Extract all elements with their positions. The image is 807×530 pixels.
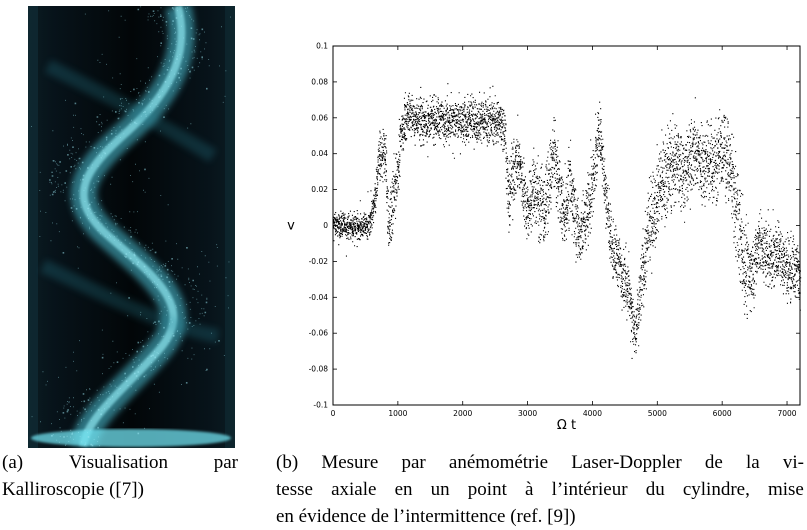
caption-b-word: à [525,479,534,500]
kalliroscopy-photo [28,6,235,448]
caption-b-word: vi- [782,452,804,473]
plot-frame [332,45,801,406]
x-tick-label: 5000 [648,409,667,418]
caption-b-word: de [704,452,723,473]
caption-a-label: (a) [2,452,24,473]
y-tick-label: -0.06 [309,329,329,338]
x-axis-label: Ω t [557,418,576,433]
caption-b-line2: tesse axiale en un point à l’intérieur d… [276,476,804,503]
caption-b-word: (b) [276,452,299,473]
caption-b-word: par [401,452,426,473]
velocity-chart: 0 1000 2000 3000 4000 5000 6000 7000 -0.1 -0.08 -0… [270,30,807,450]
x-tick-label: 2000 [453,409,472,418]
caption-b-word: point [467,479,507,500]
y-tick-label: 0.08 [311,77,328,86]
y-tick-label: 0.1 [316,42,328,51]
caption-b-word: axiale [331,479,377,500]
caption-a-word: par [213,452,238,473]
x-tick-label: 0 [331,409,336,418]
x-tick-label: 1000 [388,409,407,418]
y-tick-label: 0.06 [311,113,328,122]
caption-b-word: Mesure [321,452,379,473]
y-tick-label: -0.1 [313,401,328,410]
x-tick-label: 3000 [518,409,537,418]
x-tick-label: 4000 [583,409,602,418]
axis-ticks: 0 1000 2000 3000 4000 5000 6000 7000 -0.1 -0.08 -0… [309,42,800,418]
y-tick-label: -0.02 [309,257,329,266]
caption-b-word: Laser-Doppler [571,452,682,473]
scatter-points [332,83,802,359]
caption-b-word: anémométrie [448,452,549,473]
y-tick-label: 0.02 [311,185,328,194]
y-axis-label: v [287,219,295,234]
x-tick-label: 6000 [713,409,732,418]
chart-canvas: 0 1000 2000 3000 4000 5000 6000 7000 -0.1 -0.08 -0… [287,42,802,433]
data-points [332,83,802,359]
caption-b-word: un [430,479,450,500]
caption-b-word: mise [767,479,804,500]
caption-b: (b) Mesure par anémométrie Laser-Doppler… [276,449,804,530]
y-tick-label: 0.04 [311,149,328,158]
caption-a-line2: Kalliroscopie ([7]) [2,479,144,500]
caption-a-line1: (a) Visualisation par [2,449,238,476]
caption-b-word: l’intérieur [551,479,628,500]
taylor-vortex-image [28,6,235,448]
caption-b-word: en [394,479,413,500]
caption-b-line1: (b) Mesure par anémométrie Laser-Doppler… [276,449,804,476]
caption-b-line3: en évidence de l’intermittence (ref. [9]… [276,506,576,527]
caption-b-word: la [745,452,760,473]
x-tick-label: 7000 [777,409,796,418]
y-tick-label: 0 [323,221,328,230]
y-tick-label: -0.04 [309,293,329,302]
caption-b-word: du [645,479,665,500]
caption-a: (a) Visualisation par Kalliroscopie ([7]… [2,449,238,503]
caption-b-word: tesse [276,479,313,500]
y-tick-label: -0.08 [309,365,329,374]
caption-a-word: Visualisation [68,452,168,473]
caption-b-word: cylindre, [682,479,750,500]
